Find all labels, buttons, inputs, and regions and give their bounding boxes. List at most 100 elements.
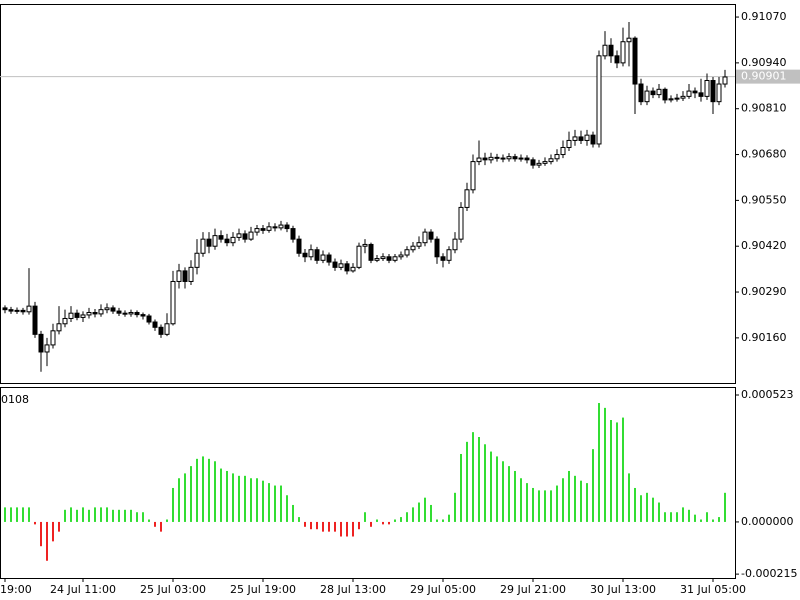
y-tick-label: 0.000523 <box>741 388 794 401</box>
candle-body <box>518 157 524 160</box>
candle-body <box>194 252 200 268</box>
candle-body <box>170 280 176 325</box>
candle-body <box>722 76 728 85</box>
candle-body <box>140 314 146 317</box>
candle-body <box>374 258 380 261</box>
x-tick-label: 25 Jul 19:00 <box>230 583 296 596</box>
candle-body <box>74 312 80 318</box>
candle-body <box>14 309 20 312</box>
candle-body <box>272 226 278 229</box>
candle-body <box>242 233 248 240</box>
candle-body <box>326 254 332 263</box>
candle-body <box>158 326 164 335</box>
candle-body <box>548 158 554 163</box>
candle-body <box>8 309 14 312</box>
candle-body <box>464 189 470 208</box>
candle-body <box>458 206 464 240</box>
candle-body <box>662 88 668 101</box>
candle-body <box>92 311 98 315</box>
candle-body <box>494 156 500 159</box>
candle-body <box>308 249 314 258</box>
candle-body <box>704 80 710 97</box>
candle-body <box>134 311 140 316</box>
candle-body <box>368 243 374 261</box>
candle-body <box>260 228 266 231</box>
candle-body <box>44 344 50 353</box>
candle-body <box>116 310 122 314</box>
candle-body <box>314 249 320 261</box>
candle-body <box>626 37 632 43</box>
candle-body <box>32 305 38 335</box>
candle-body <box>386 256 392 261</box>
candle-body <box>668 98 674 101</box>
candle-body <box>470 161 476 191</box>
indicator-title: 0108 <box>1 393 29 406</box>
candle-body <box>380 256 386 260</box>
candle-body <box>488 156 494 161</box>
candle-body <box>98 309 104 315</box>
candle-body <box>110 307 116 312</box>
candle-body <box>422 231 428 244</box>
candle-body <box>68 312 74 319</box>
candle-body <box>410 245 416 251</box>
candle-body <box>566 139 572 148</box>
candle-body <box>62 317 68 325</box>
y-tick-label: 0.90420 <box>741 239 787 252</box>
panel-frame <box>0 4 736 384</box>
candle-body <box>686 90 692 97</box>
candle-body <box>104 307 110 311</box>
candle-body <box>614 55 620 64</box>
candle-body <box>278 224 284 229</box>
candle-body <box>404 249 410 256</box>
candle-body <box>332 261 338 268</box>
candle-body <box>2 307 8 311</box>
candle-body <box>530 159 536 166</box>
candle-body <box>50 330 56 346</box>
candle-body <box>212 235 218 247</box>
y-tick-label: 0.90550 <box>741 193 787 206</box>
candle-body <box>554 154 560 160</box>
candle-body <box>392 256 398 261</box>
candle-body <box>230 236 236 244</box>
candle-body <box>680 95 686 99</box>
candle-body <box>650 90 656 96</box>
candle-body <box>80 314 86 318</box>
candle-body <box>428 231 434 240</box>
y-tick-label: 0.90290 <box>741 285 787 298</box>
candle-body <box>176 270 182 282</box>
candle-body <box>188 266 194 282</box>
candle-body <box>602 44 608 57</box>
candle-body <box>584 134 590 141</box>
candle-body <box>284 224 290 230</box>
candle-body <box>446 249 452 261</box>
candle-body <box>20 309 26 313</box>
candle-body <box>452 238 458 251</box>
candle-body <box>152 321 158 328</box>
candle-body <box>572 136 578 141</box>
candle-body <box>218 235 224 240</box>
candle-body <box>398 254 404 258</box>
candle-body <box>482 157 488 161</box>
candle-body <box>122 312 128 315</box>
y-tick-label: 0.90940 <box>741 56 787 69</box>
candle-body <box>302 252 308 258</box>
candle-body <box>416 242 422 247</box>
candle-body <box>692 90 698 94</box>
candle-body <box>710 80 716 103</box>
candle-body <box>644 90 650 103</box>
y-tick-label: 0.000000 <box>741 515 794 528</box>
candle-body <box>182 270 188 282</box>
candle-body <box>224 238 230 244</box>
candle-body <box>500 157 506 160</box>
candle-body <box>674 97 680 100</box>
candle-body <box>290 228 296 240</box>
candle-body <box>356 245 362 268</box>
candle-body <box>350 266 356 272</box>
candle-body <box>296 238 302 254</box>
candle-body <box>512 156 518 160</box>
candle-body <box>26 305 32 313</box>
candle-body <box>254 228 260 233</box>
candle-body <box>632 37 638 85</box>
candle-body <box>698 92 704 97</box>
